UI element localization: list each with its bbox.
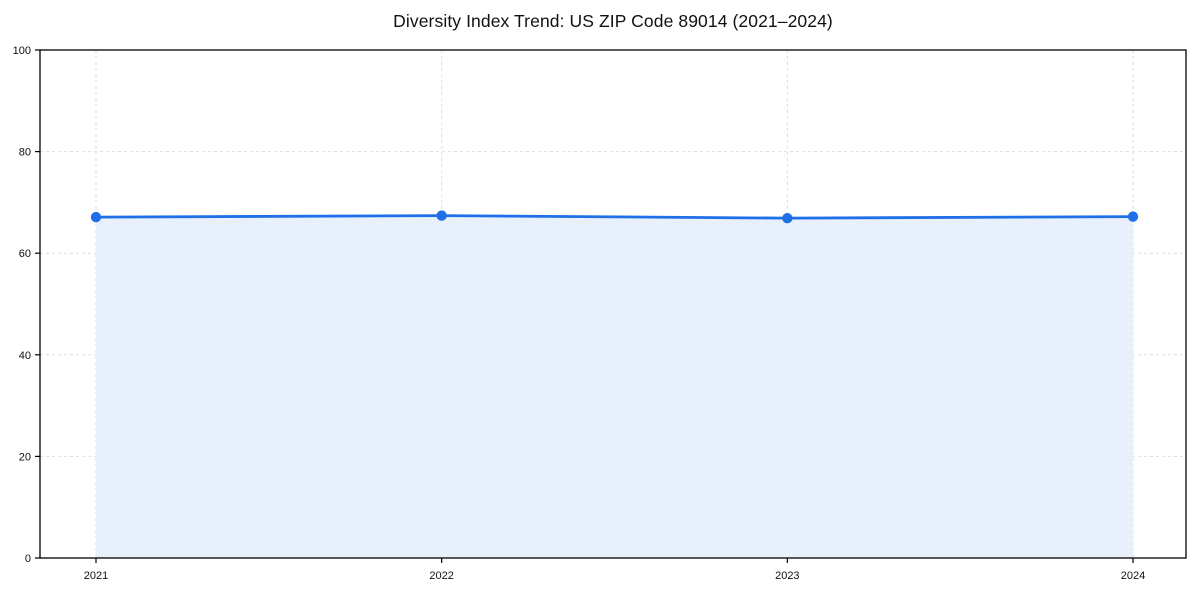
y-tick-label: 80 bbox=[19, 147, 31, 159]
x-tick-label: 2022 bbox=[429, 570, 453, 582]
axes: 0 20 40 60 80 100 2021 2022 2023 2024 bbox=[13, 45, 1146, 582]
data-point-2022 bbox=[436, 210, 447, 221]
y-tick-label: 60 bbox=[19, 248, 31, 260]
x-tick-label: 2021 bbox=[84, 570, 108, 582]
data-point-2023 bbox=[782, 212, 793, 224]
data-point-2021 bbox=[90, 211, 102, 223]
chart-title: Diversity Index Trend: US ZIP Code 89014… bbox=[393, 11, 833, 31]
plot-area bbox=[39, 49, 1187, 559]
y-tick-label: 20 bbox=[19, 451, 31, 463]
y-tick-label: 0 bbox=[25, 553, 31, 565]
data-point-2024 bbox=[1127, 211, 1139, 222]
x-tick-label: 2023 bbox=[775, 570, 799, 582]
plot-border bbox=[39, 49, 1187, 559]
trend-line bbox=[94, 214, 1135, 220]
y-tick-label: 100 bbox=[13, 45, 31, 57]
y-tick-label: 40 bbox=[19, 350, 31, 362]
x-tick-label: 2024 bbox=[1121, 570, 1145, 582]
area-fill bbox=[96, 215, 1133, 558]
